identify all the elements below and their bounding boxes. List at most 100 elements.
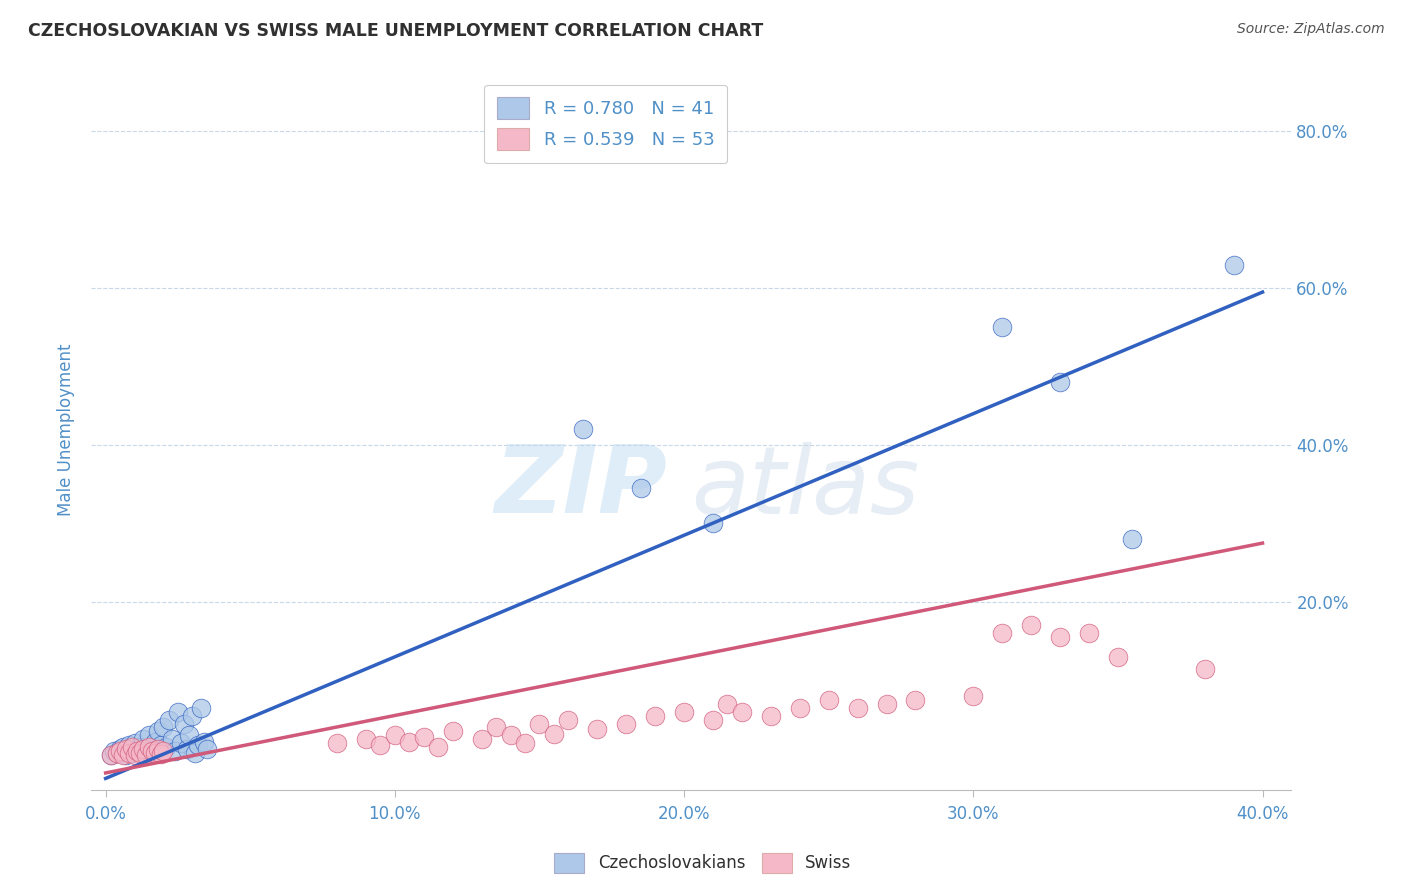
Point <box>111 747 134 762</box>
Point <box>143 746 166 760</box>
Point <box>105 746 128 760</box>
Point <box>471 732 494 747</box>
Point <box>143 734 166 748</box>
Point <box>572 422 595 436</box>
Point <box>1049 630 1071 644</box>
Point <box>731 705 754 719</box>
Point <box>135 747 157 762</box>
Point <box>163 744 186 758</box>
Point <box>557 713 579 727</box>
Point <box>1107 649 1129 664</box>
Point <box>991 320 1014 334</box>
Point <box>132 742 155 756</box>
Point <box>644 708 666 723</box>
Point <box>441 724 464 739</box>
Point <box>121 740 143 755</box>
Point <box>187 738 209 752</box>
Point <box>132 732 155 747</box>
Point <box>135 746 157 760</box>
Point <box>176 742 198 756</box>
Text: CZECHOSLOVAKIAN VS SWISS MALE UNEMPLOYMENT CORRELATION CHART: CZECHOSLOVAKIAN VS SWISS MALE UNEMPLOYME… <box>28 22 763 40</box>
Point <box>716 697 738 711</box>
Point <box>702 713 724 727</box>
Point <box>1121 532 1143 546</box>
Point <box>354 732 377 747</box>
Point <box>1078 626 1101 640</box>
Point <box>127 744 149 758</box>
Point <box>129 746 152 760</box>
Point <box>146 742 169 756</box>
Point <box>673 705 696 719</box>
Point <box>118 738 141 752</box>
Point <box>121 746 143 760</box>
Point <box>485 721 508 735</box>
Point <box>543 727 565 741</box>
Point <box>167 705 190 719</box>
Point <box>160 732 183 747</box>
Text: Source: ZipAtlas.com: Source: ZipAtlas.com <box>1237 22 1385 37</box>
Legend: R = 0.780   N = 41, R = 0.539   N = 53: R = 0.780 N = 41, R = 0.539 N = 53 <box>484 85 727 163</box>
Point <box>124 736 146 750</box>
Point <box>1019 618 1042 632</box>
Point <box>904 693 927 707</box>
Point <box>149 747 172 761</box>
Point <box>370 738 392 752</box>
Point <box>759 708 782 723</box>
Point <box>157 713 180 727</box>
Text: ZIP: ZIP <box>495 442 668 533</box>
Point <box>876 697 898 711</box>
Point <box>499 728 522 742</box>
Point <box>179 728 201 742</box>
Point <box>1222 258 1244 272</box>
Point <box>991 626 1014 640</box>
Point <box>326 736 349 750</box>
Point <box>630 481 652 495</box>
Point <box>190 701 212 715</box>
Point <box>702 516 724 531</box>
Point <box>412 730 434 744</box>
Legend: Czechoslovakians, Swiss: Czechoslovakians, Swiss <box>548 847 858 880</box>
Point <box>115 742 138 756</box>
Point <box>118 746 141 760</box>
Point <box>181 708 204 723</box>
Point <box>427 740 450 755</box>
Point <box>111 740 134 755</box>
Point <box>149 738 172 752</box>
Point <box>789 701 811 715</box>
Point <box>138 740 160 755</box>
Point <box>846 701 869 715</box>
Point <box>529 716 551 731</box>
Point <box>138 728 160 742</box>
Point <box>1049 376 1071 390</box>
Point <box>184 746 207 760</box>
Point <box>124 747 146 762</box>
Y-axis label: Male Unemployment: Male Unemployment <box>58 343 75 516</box>
Point <box>193 734 215 748</box>
Point <box>195 742 218 756</box>
Text: atlas: atlas <box>692 442 920 533</box>
Point <box>173 716 195 731</box>
Point <box>141 742 163 756</box>
Point <box>100 747 122 762</box>
Point <box>962 689 984 703</box>
Point <box>152 721 174 735</box>
Point <box>170 736 193 750</box>
Point <box>155 740 177 755</box>
Point <box>108 744 131 758</box>
Point <box>129 740 152 755</box>
Point <box>103 744 125 758</box>
Point <box>100 747 122 762</box>
Point <box>513 736 536 750</box>
Point <box>108 742 131 756</box>
Point <box>384 728 406 742</box>
Point <box>1194 662 1216 676</box>
Point <box>152 744 174 758</box>
Point <box>146 724 169 739</box>
Point <box>115 747 138 762</box>
Point <box>127 744 149 758</box>
Point <box>398 734 420 748</box>
Point <box>105 746 128 760</box>
Point <box>817 693 839 707</box>
Point <box>141 744 163 758</box>
Point <box>614 716 637 731</box>
